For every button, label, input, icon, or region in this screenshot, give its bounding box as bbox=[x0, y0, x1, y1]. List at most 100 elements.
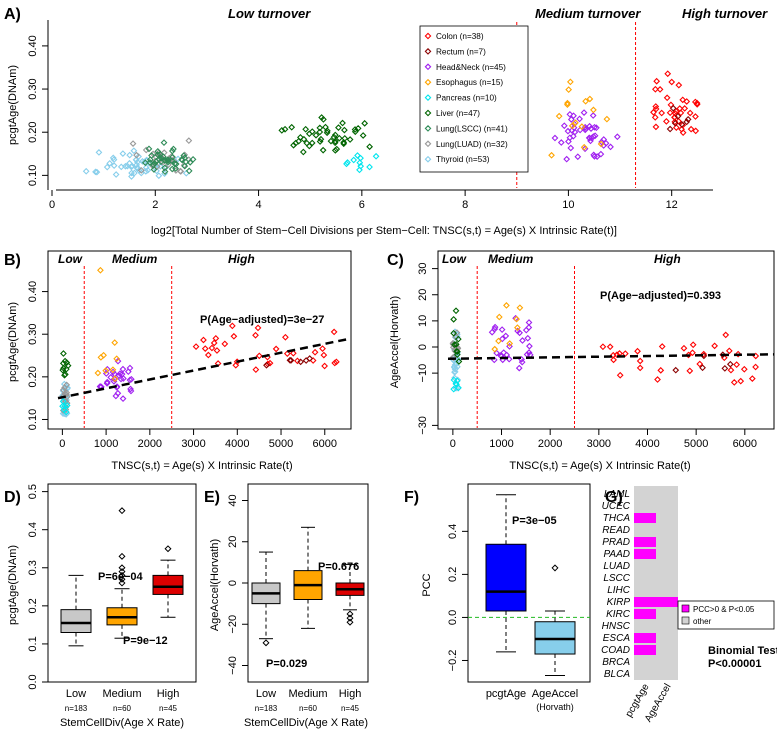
data-point-headneck bbox=[516, 329, 523, 337]
panel-d-pvalue-2: P=9e−12 bbox=[123, 635, 168, 647]
data-point-headneck bbox=[576, 115, 583, 123]
data-point-colon bbox=[727, 366, 735, 374]
x-tick-label: 2000 bbox=[138, 438, 162, 450]
data-point-thyroid bbox=[124, 162, 131, 170]
data-point-colon bbox=[289, 349, 297, 357]
data-point-headneck bbox=[607, 143, 614, 151]
data-point-thyroid bbox=[137, 169, 145, 177]
heatmap-cell-sig bbox=[634, 597, 656, 607]
heatmap-row-label: THCA bbox=[603, 513, 631, 524]
data-point-colon bbox=[668, 78, 676, 86]
panel-d-y-label: pcgtAge(DNAm) bbox=[7, 545, 19, 625]
panel-a-legend: Colon (n=38) Rectum (n=7) Head&Neck (n=45)… bbox=[419, 25, 529, 173]
data-point-colon bbox=[691, 98, 699, 106]
heatmap-row-label: KIRP bbox=[607, 597, 631, 608]
data-point-headneck bbox=[107, 373, 115, 381]
panel-c-tag-high: High bbox=[654, 252, 681, 266]
data-point-headneck bbox=[114, 389, 122, 397]
panel-a-letter: A) bbox=[4, 6, 21, 23]
data-point-liver bbox=[317, 135, 325, 143]
data-point-liver bbox=[331, 137, 339, 145]
heatmap-row-label: BLCA bbox=[604, 669, 630, 680]
panel-c-x-ticks: 0 1000 2000 3000 4000 5000 6000 bbox=[450, 429, 757, 450]
panel-e-letter: E) bbox=[204, 489, 220, 506]
data-point-lungLSCC bbox=[181, 162, 189, 170]
heatmap-cell-sig bbox=[634, 645, 656, 655]
data-point-colon bbox=[282, 333, 289, 341]
legend-label-other: other bbox=[693, 617, 712, 626]
data-point-colon bbox=[599, 343, 607, 351]
panel-f: F) −0.2 0.0 0.2 0.4 P=3e−05 pcgtAge AgeAcce… bbox=[404, 483, 591, 712]
panel-f-boxes bbox=[485, 494, 576, 677]
legend-swatch-other bbox=[681, 616, 690, 625]
data-point-colon bbox=[680, 344, 688, 352]
data-point-lungLUAD bbox=[63, 381, 71, 389]
data-point-thyroid bbox=[451, 365, 459, 373]
data-point-liver bbox=[453, 351, 461, 358]
data-point-pancreas bbox=[356, 159, 364, 167]
panel-c-y-label: AgeAccel(Horvath) bbox=[389, 296, 401, 388]
data-point-headneck bbox=[568, 127, 576, 134]
data-point-headneck bbox=[515, 364, 523, 372]
data-point-headneck bbox=[526, 342, 533, 350]
data-point-headneck bbox=[598, 138, 606, 146]
data-point-lungLUAD bbox=[185, 137, 193, 145]
data-point-thyroid bbox=[103, 163, 111, 171]
data-point-headneck bbox=[567, 144, 575, 152]
heatmap-row-label: READ bbox=[602, 525, 630, 536]
data-point-esophagus bbox=[565, 86, 573, 94]
heatmap-row-label: PRAD bbox=[602, 537, 630, 548]
data-point-headneck bbox=[592, 124, 600, 132]
data-point-lungLSCC bbox=[161, 168, 169, 176]
data-point-liver bbox=[295, 137, 303, 145]
data-point-lungLUAD bbox=[60, 392, 68, 400]
data-point-liver bbox=[299, 148, 307, 156]
data-point-colon bbox=[663, 94, 671, 102]
data-point-thyroid bbox=[110, 162, 118, 170]
panel-f-letter: F) bbox=[404, 489, 419, 506]
panel-g-letter: G) bbox=[605, 489, 623, 506]
data-point-esophagus bbox=[495, 313, 503, 321]
y-tick-label: −10 bbox=[417, 364, 429, 383]
data-point-colon bbox=[653, 77, 661, 85]
data-point-esophagus bbox=[514, 324, 521, 331]
data-point-colon bbox=[230, 332, 238, 340]
data-point-headneck bbox=[525, 324, 533, 331]
box-outlier bbox=[118, 579, 126, 587]
data-point-colon bbox=[692, 113, 699, 120]
data-point-liver bbox=[60, 350, 67, 357]
data-point-colon bbox=[722, 331, 730, 339]
legend-label-sig: PCC>0 & P<0.05 bbox=[693, 605, 755, 614]
data-point-esophagus bbox=[564, 99, 571, 107]
panel-d: D) 0.0 0.1 0.2 0.3 0.4 0.5 Low n=183 Medium n=60… bbox=[4, 483, 197, 729]
data-point-colon bbox=[636, 364, 644, 372]
panel-g-heatmap-cells bbox=[634, 513, 678, 655]
data-point-rectum bbox=[287, 357, 295, 364]
data-point-headneck bbox=[567, 116, 575, 123]
heatmap-row-label: COAD bbox=[601, 645, 630, 656]
data-point-pancreas bbox=[59, 402, 66, 410]
data-point-esophagus bbox=[566, 78, 574, 86]
data-point-esophagus bbox=[568, 122, 576, 130]
y-tick-label: 0.2 bbox=[27, 598, 39, 613]
data-point-colon bbox=[651, 113, 659, 121]
data-point-lungLSCC bbox=[151, 160, 159, 167]
data-point-headneck bbox=[586, 122, 593, 130]
x-tick-label: 3000 bbox=[181, 438, 205, 450]
data-point-pancreas bbox=[453, 381, 460, 388]
data-point-pancreas bbox=[59, 397, 67, 405]
data-point-lungLUAD bbox=[142, 146, 150, 154]
data-point-colon bbox=[689, 341, 697, 349]
panel-a-y-ticks: 0.10 0.20 0.30 0.40 bbox=[27, 35, 48, 186]
legend-label-thyroid: Thyroid (n=53) bbox=[436, 155, 490, 164]
data-point-colon bbox=[254, 324, 262, 332]
x-group-n: n=60 bbox=[299, 704, 318, 713]
x-tick-label: 8 bbox=[462, 199, 468, 211]
panel-c-y-ticks: −30 −10 0 10 20 30 bbox=[417, 262, 438, 435]
data-point-esophagus bbox=[586, 95, 594, 103]
data-point-rectum bbox=[674, 112, 682, 120]
data-point-colon bbox=[621, 350, 629, 358]
panel-b-pvalue: P(Age−adjusted)=3e−27 bbox=[200, 314, 324, 326]
y-tick-label: −20 bbox=[227, 615, 239, 634]
